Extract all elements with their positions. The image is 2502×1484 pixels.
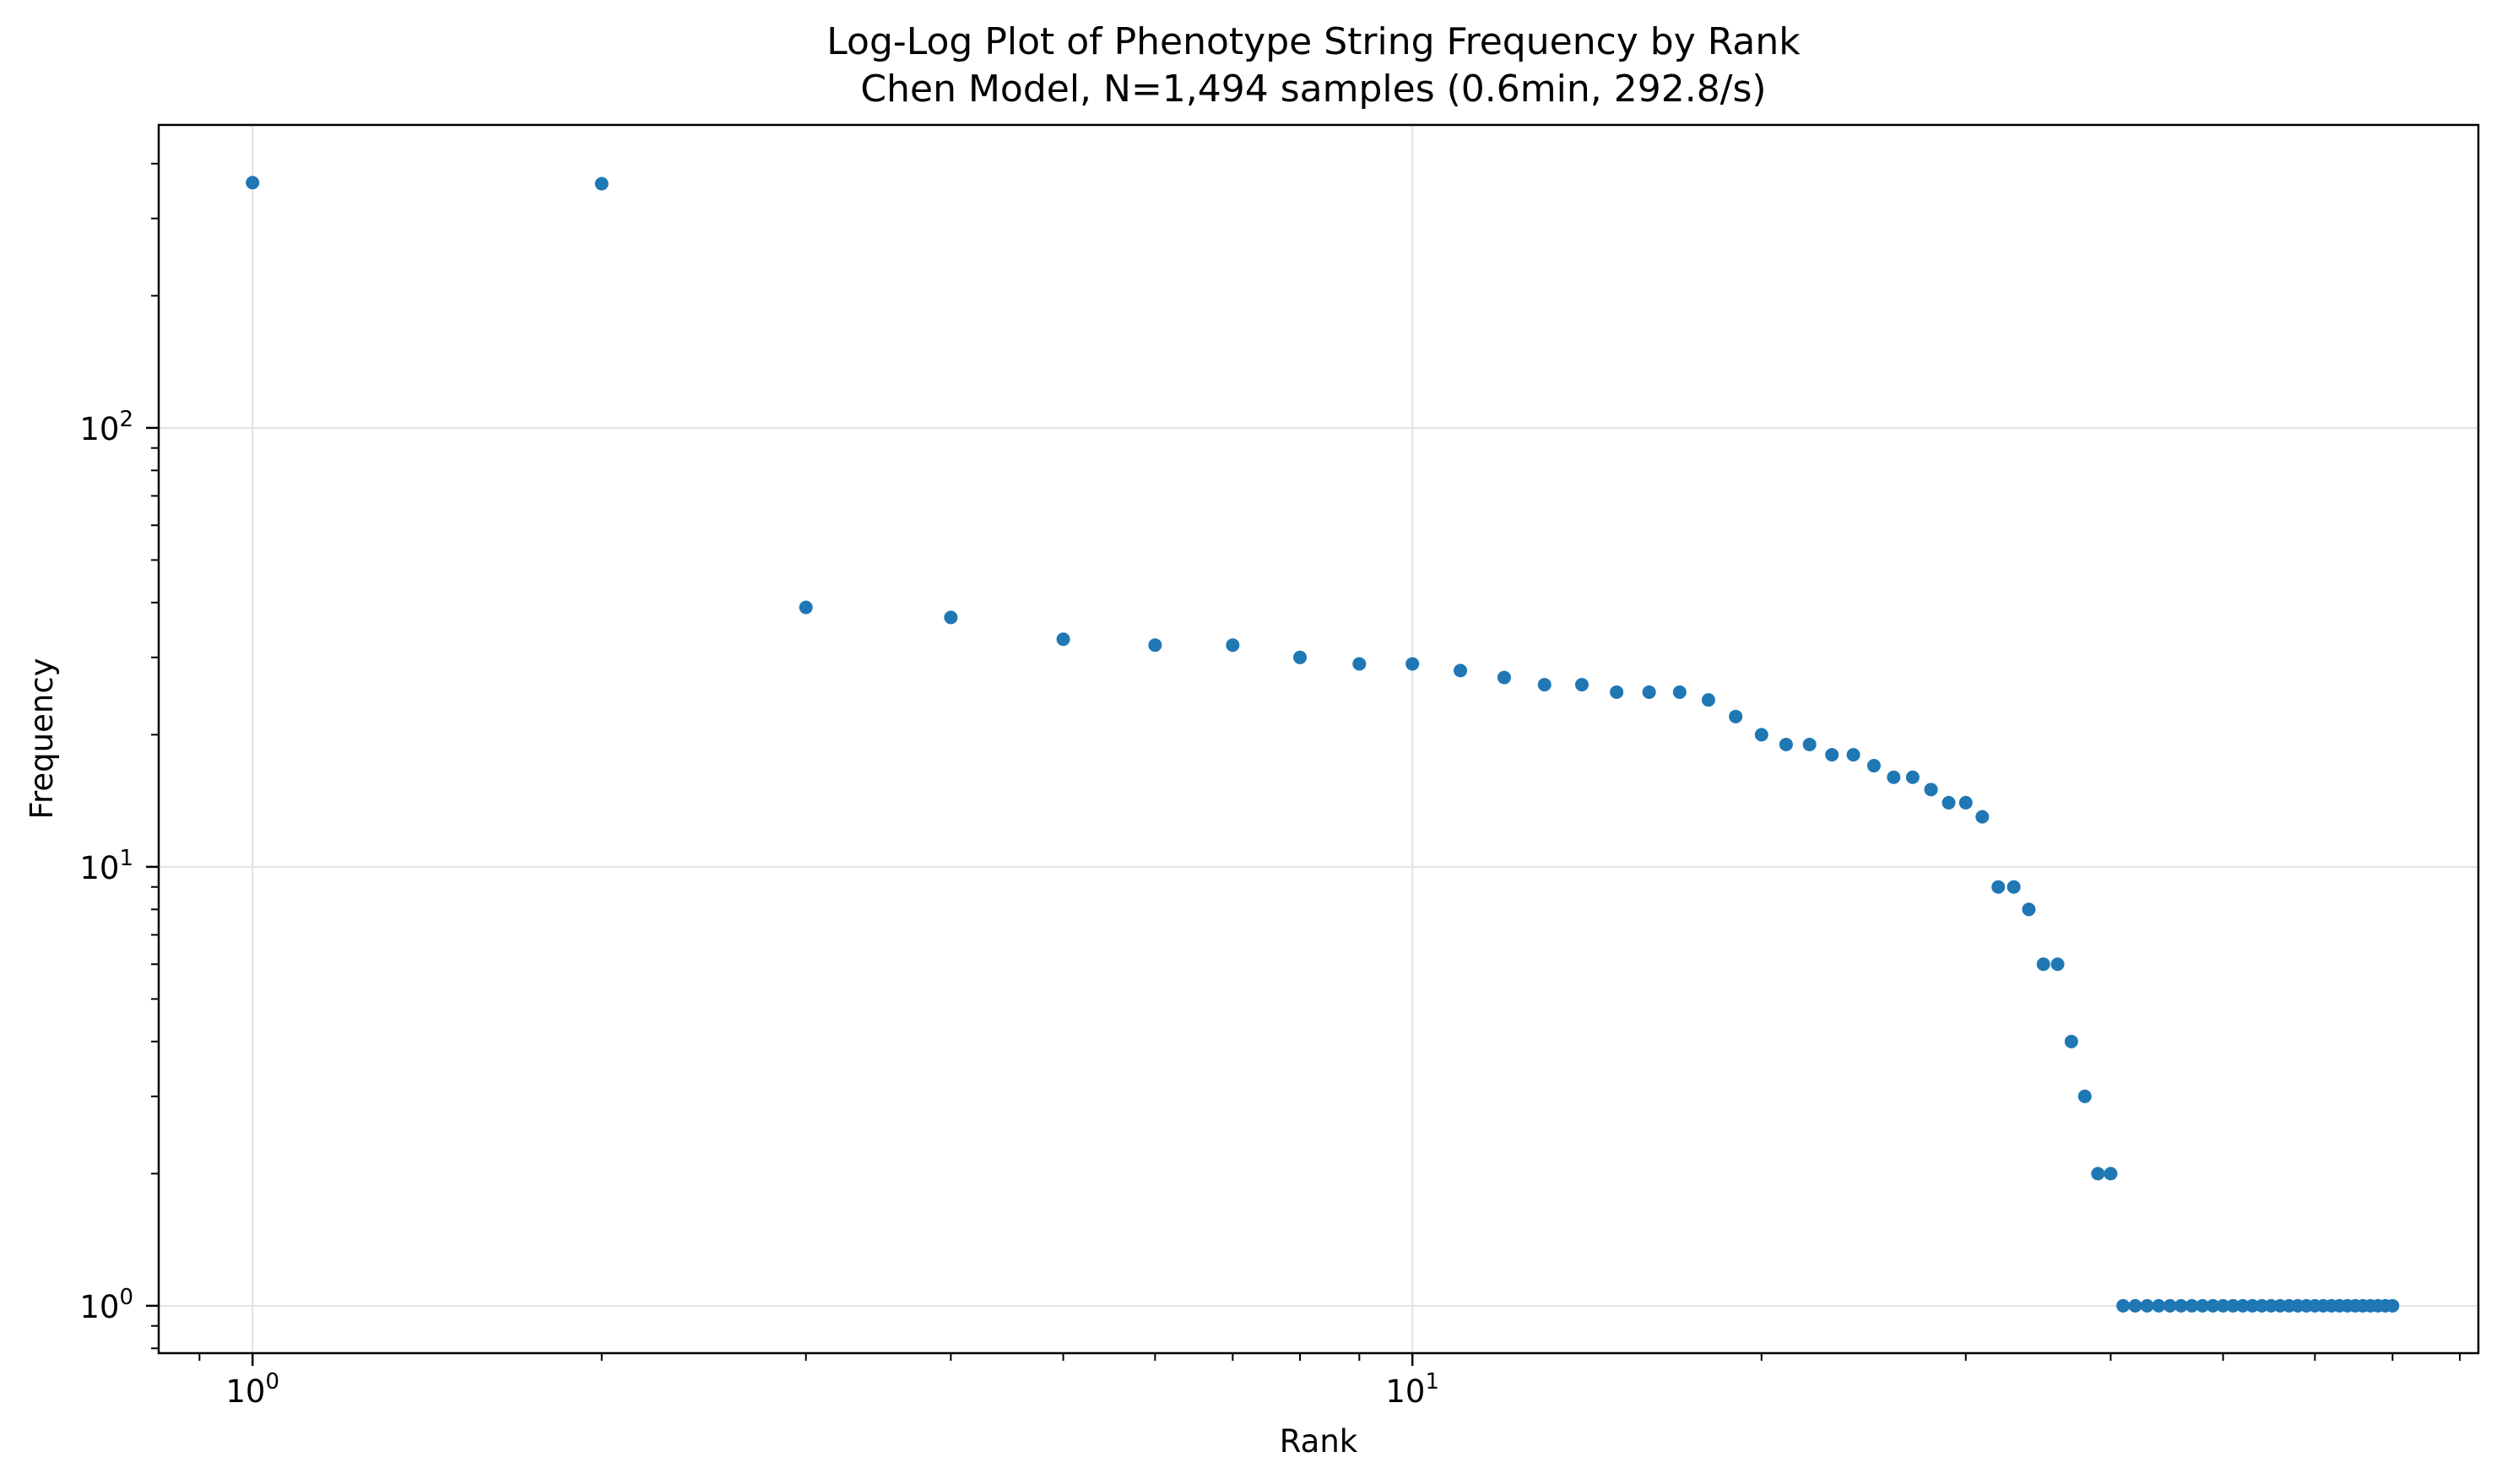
data-point <box>944 610 958 625</box>
data-point <box>1825 748 1839 762</box>
data-point <box>1148 638 1162 653</box>
x-tick-label: 101 <box>1385 1369 1439 1410</box>
data-point <box>2077 1089 2092 1103</box>
data-point <box>1672 685 1687 699</box>
data-point <box>2255 1298 2269 1313</box>
data-point <box>1802 737 1817 751</box>
data-point <box>2091 1167 2105 1181</box>
data-point <box>2163 1298 2177 1313</box>
data-point <box>2386 1298 2400 1313</box>
data-point <box>2245 1298 2260 1313</box>
data-point <box>1642 685 1656 699</box>
data-point <box>1754 728 1768 742</box>
major-ticks <box>146 426 1414 1366</box>
data-point <box>1497 670 1511 685</box>
data-point <box>1991 880 2006 894</box>
data-point <box>1352 657 1367 671</box>
data-point <box>1293 650 1308 664</box>
data-point <box>1924 783 1938 797</box>
data-point <box>2050 957 2065 972</box>
data-point <box>1905 770 1920 784</box>
data-point <box>2226 1298 2240 1313</box>
data-point <box>1537 678 1552 692</box>
data-point <box>2152 1298 2166 1313</box>
y-tick-label: 101 <box>79 846 133 886</box>
data-point <box>1574 678 1589 692</box>
data-point <box>2185 1298 2199 1313</box>
chart-title: Log-Log Plot of Phenotype String Frequen… <box>826 20 1801 63</box>
data-point <box>2140 1298 2154 1313</box>
data-point <box>2116 1298 2131 1313</box>
data-point <box>2196 1298 2210 1313</box>
data-point <box>2128 1298 2142 1313</box>
y-axis-label: Frequency <box>24 658 60 819</box>
y-tick-label: 100 <box>79 1285 133 1325</box>
data-point <box>1887 770 1901 784</box>
data-point <box>2104 1167 2118 1181</box>
data-point <box>1846 748 1860 762</box>
data-point <box>246 176 260 190</box>
grid-lines <box>159 125 2478 1353</box>
data-point <box>2216 1298 2230 1313</box>
data-point <box>594 176 609 191</box>
data-point <box>2022 902 2036 917</box>
data-point <box>1405 657 1420 671</box>
data-point <box>1941 795 1956 810</box>
x-axis-label: Rank <box>1280 1423 1358 1460</box>
data-point <box>1610 685 1624 699</box>
data-point <box>1866 759 1881 773</box>
plot-area-frame <box>157 123 2480 1355</box>
data-point <box>1779 737 1793 751</box>
y-tick-label: 102 <box>79 407 133 447</box>
data-point <box>1958 795 1973 810</box>
data-point <box>1729 709 1743 723</box>
data-point <box>1454 663 1468 678</box>
data-point <box>1226 638 1240 653</box>
data-point <box>1701 693 1715 707</box>
data-point <box>2036 957 2050 972</box>
data-point <box>1975 810 1990 824</box>
data-point <box>1056 632 1070 647</box>
data-point <box>2206 1298 2220 1313</box>
chart-subtitle: Chen Model, N=1,494 samples (0.6min, 292… <box>860 68 1766 111</box>
data-point <box>2174 1298 2188 1313</box>
x-tick-label: 100 <box>225 1369 279 1410</box>
data-point <box>799 600 813 615</box>
data-point <box>2235 1298 2250 1313</box>
data-point <box>2006 880 2021 894</box>
minor-ticks <box>151 162 2461 1361</box>
data-point <box>2064 1034 2078 1048</box>
data-points <box>246 176 2400 1313</box>
